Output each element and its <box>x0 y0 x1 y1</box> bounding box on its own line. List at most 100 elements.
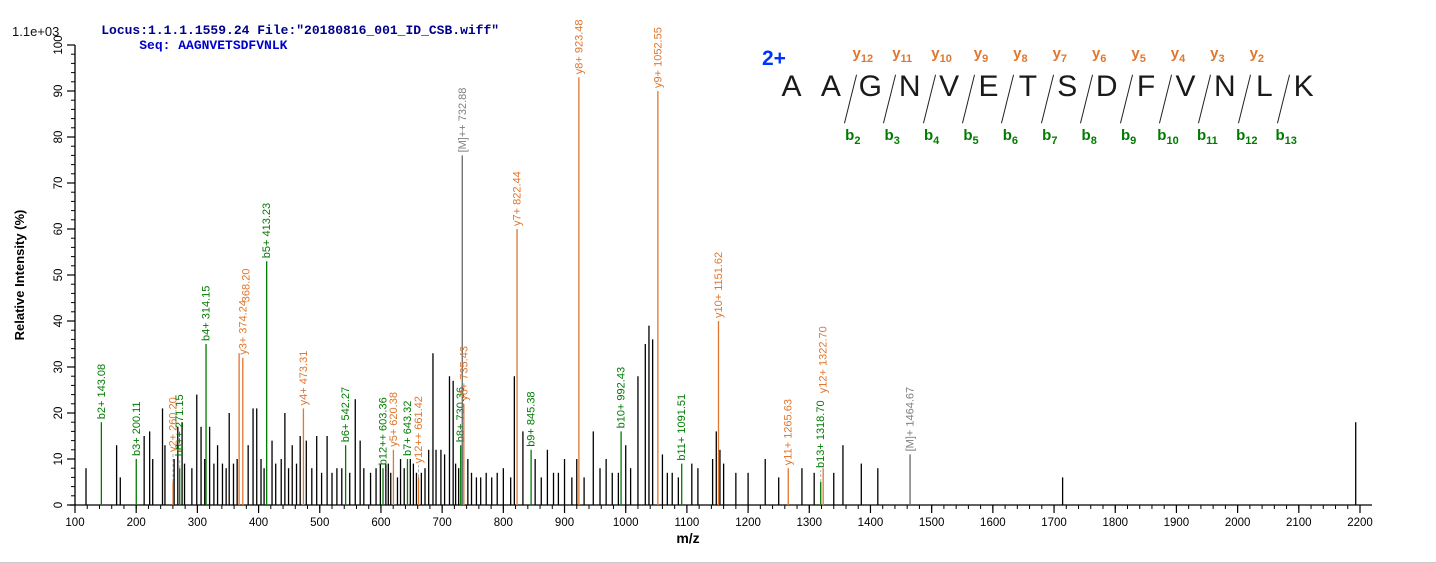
header: Locus:1.1.1.1559.24 File:"20180816_001_I… <box>70 8 499 68</box>
residue-letter: N <box>898 70 921 103</box>
b-ion-label: b9 <box>1120 127 1137 147</box>
y-tick-label: 0 <box>53 502 65 508</box>
fragment-ion-label: b6+ 542.27 <box>340 387 352 442</box>
fragment-ion-label: y7+ 822.44 <box>512 171 524 226</box>
fragment-ion-label: b5+ 413.23 <box>261 203 273 258</box>
fragment-ion-label: b6++ 271.15 <box>174 394 186 456</box>
fragment-ion-label: [M]++ 732.88 <box>457 88 469 153</box>
b-ion-label: b13 <box>1275 127 1297 147</box>
y-axis-title: Relative Intensity (%) <box>12 210 27 341</box>
y-ion-label: y11 <box>892 45 913 65</box>
fragment-ion-label: b13+ 1318.70 <box>815 400 827 468</box>
x-tick-label: 1800 <box>1102 517 1128 529</box>
locus-file-label: Locus:1.1.1.1559.24 File:"20180816_001_I… <box>101 23 500 38</box>
y-ion-label: y8 <box>1013 45 1028 65</box>
x-tick-label: 600 <box>371 517 390 529</box>
x-tick-label: 1500 <box>919 517 945 529</box>
residue-letter: A <box>820 70 841 103</box>
b-ion-label: b12 <box>1236 127 1258 147</box>
b-ion-label: b5 <box>963 127 979 147</box>
fragment-ion-label: y10+ 1151.62 <box>713 252 725 318</box>
residue-letter: G <box>858 70 882 103</box>
fragment-ion-label: y5+ 620.38 <box>388 392 400 447</box>
y-tick-label: 90 <box>53 85 65 98</box>
x-tick-label: 1700 <box>1041 517 1067 529</box>
fragment-ion-label: b12++ 603.36 <box>378 397 390 465</box>
x-tick-label: 700 <box>433 517 452 529</box>
y-tick-label: 60 <box>53 223 65 236</box>
residue-letter: V <box>939 70 960 103</box>
y-ion-label: y9 <box>973 45 989 65</box>
y-ion-label: y3 <box>1210 45 1225 65</box>
fragment-ion-label: y9+ 1052.55 <box>652 27 664 88</box>
b-ion-label: b6 <box>1002 127 1019 147</box>
fragment-ion-label: b4+ 314.15 <box>201 286 213 341</box>
x-tick-label: 1300 <box>796 517 822 529</box>
x-tick-label: 2100 <box>1286 517 1312 529</box>
x-tick-label: 2000 <box>1225 517 1251 529</box>
fragment-ion-label: y11+ 1265.63 <box>783 399 795 465</box>
x-tick-label: 1100 <box>675 517 700 529</box>
y-ion-label: y2 <box>1249 45 1265 65</box>
y-tick-label: 20 <box>53 407 65 420</box>
residue-letter: N <box>1214 70 1236 103</box>
fragment-ion-label: b7+ 643.32 <box>402 401 414 456</box>
x-tick-label: 1900 <box>1164 517 1190 529</box>
x-tick-label: 1000 <box>613 517 639 529</box>
y-tick-label: 50 <box>53 269 65 282</box>
y-ion-label: y5 <box>1131 45 1146 65</box>
residue-letter: L <box>1255 70 1273 103</box>
fragment-ion-label: b11+ 1091.51 <box>676 394 688 461</box>
fragment-ion-label: b10+ 992.43 <box>616 367 628 428</box>
x-tick-label: 500 <box>310 517 329 529</box>
b-ion-label: b8 <box>1081 127 1097 147</box>
x-tick-label: 200 <box>127 517 146 529</box>
residue-letter: V <box>1175 70 1196 103</box>
x-tick-label: 400 <box>249 517 268 529</box>
x-tick-label: 900 <box>555 517 574 529</box>
y-tick-label: 10 <box>53 453 65 466</box>
x-axis-title: m/z <box>676 530 699 546</box>
x-tick-label: 1200 <box>735 517 761 529</box>
y-tick-label: 100 <box>53 35 65 54</box>
b-ion-label: b7 <box>1042 127 1058 147</box>
fragment-ion-label: y6+ 735.43 <box>458 346 470 401</box>
fragment-ion-label: y3+ 374.24 <box>237 300 249 355</box>
b-ion-label: b4 <box>923 127 940 147</box>
b-ion-label: b11 <box>1196 127 1218 147</box>
y-tick-label: 80 <box>53 131 65 144</box>
fragment-ion-label: b2+ 143.08 <box>96 364 108 419</box>
residue-letter: F <box>1136 70 1156 103</box>
precursor-charge-label: 2+ <box>762 47 786 70</box>
x-tick-label: 300 <box>188 517 207 529</box>
fragment-ion-label: b9+ 845.38 <box>526 391 538 446</box>
y-ion-label: y4 <box>1170 45 1186 65</box>
y-ion-label: y7 <box>1052 45 1068 65</box>
y-ion-label: y12 <box>852 45 874 65</box>
x-tick-label: 800 <box>494 517 513 529</box>
residue-letter: A <box>781 70 802 103</box>
fragment-ion-label: y8+ 923.48 <box>573 19 585 74</box>
y-tick-label: 40 <box>53 315 65 328</box>
residue-letter: T <box>1018 70 1038 103</box>
fragment-ion-label: [M]+ 1464.67 <box>905 387 917 452</box>
y-tick-label: 30 <box>53 361 65 374</box>
fragment-ion-label: b3+ 200.11 <box>131 401 143 456</box>
x-tick-label: 1400 <box>858 517 884 529</box>
fragment-ion-label: y2+ 260.20 <box>168 397 180 452</box>
sequence-label: Seq: AAGNVETSDFVNLK <box>139 38 288 53</box>
b-ion-label: b10 <box>1157 127 1179 147</box>
x-tick-label: 2200 <box>1347 517 1373 529</box>
residue-letter: D <box>1095 70 1118 103</box>
x-tick-label: 1600 <box>980 517 1006 529</box>
residue-letter: S <box>1057 70 1078 103</box>
b-ion-label: b3 <box>884 127 900 147</box>
fragment-ion-label: y12++ 661.42 <box>413 396 425 463</box>
y-ion-label: y6 <box>1091 45 1107 65</box>
y-ion-label: y10 <box>931 45 952 65</box>
fragment-ion-label: y4+ 473.31 <box>298 351 310 406</box>
fragment-ion-label: y12+ 1322.70 <box>818 326 830 393</box>
